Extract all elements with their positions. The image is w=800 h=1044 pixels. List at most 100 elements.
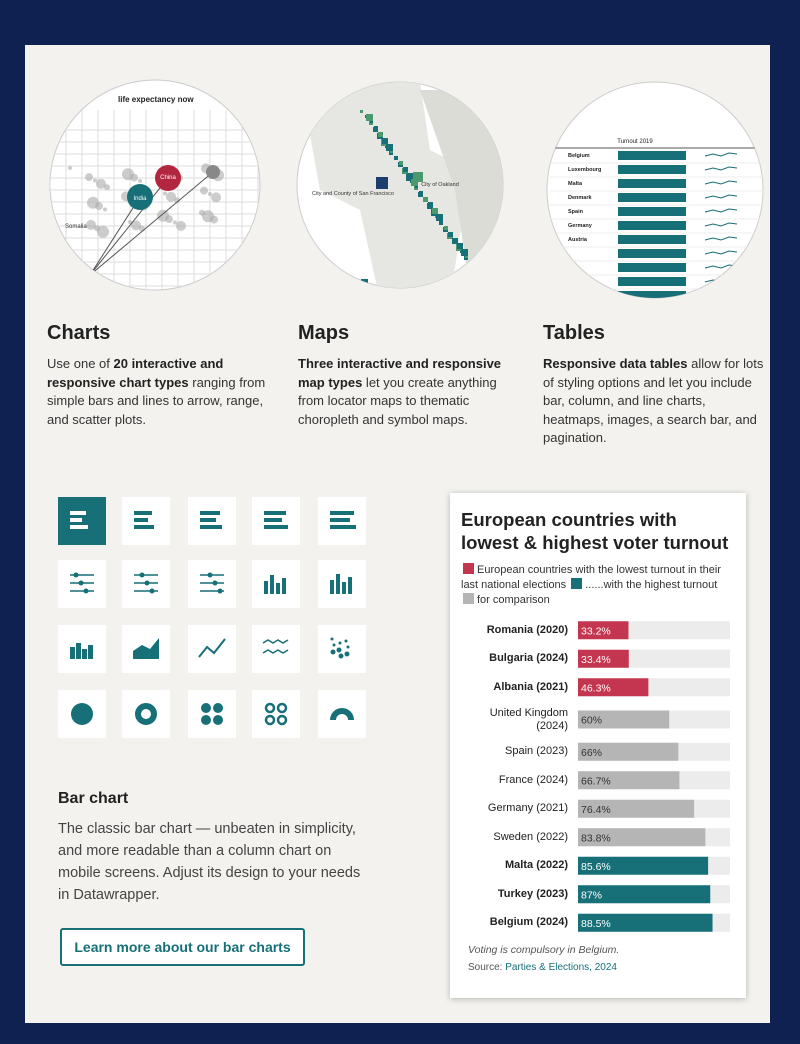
legend-label: European countries with the lowest turno… xyxy=(461,564,721,591)
chart-type-icon[interactable] xyxy=(188,625,236,673)
thumb-label: Turnout 2019 xyxy=(617,139,653,145)
category-label: Bulgaria (2024) xyxy=(489,652,568,665)
thumb-bubble xyxy=(127,184,153,210)
chart-note: Voting is compulsory in Belgium. xyxy=(468,944,620,956)
legend-label: ......with the highest turnout xyxy=(585,579,718,591)
chart-type-icon[interactable] xyxy=(318,690,366,738)
thumb-label: Malta xyxy=(568,181,583,187)
thumb-symbol xyxy=(378,132,383,137)
source-link[interactable]: Parties & Elections, 2024 xyxy=(505,962,617,973)
icon-box xyxy=(252,625,300,673)
icon-shape xyxy=(213,703,223,713)
thumb-bubble xyxy=(173,220,177,225)
icon-shape xyxy=(332,643,336,647)
icon-shape xyxy=(82,649,87,654)
thumb-label: Austria xyxy=(568,237,588,243)
chart-type-icon[interactable] xyxy=(122,560,170,608)
thumb-symbol xyxy=(403,167,408,172)
thumb-line xyxy=(704,208,738,213)
learn-more-button[interactable]: Learn more about our bar charts xyxy=(60,928,305,966)
thumb-symbol xyxy=(428,202,433,207)
icon-shape xyxy=(135,703,157,725)
chart-type-icon[interactable] xyxy=(318,497,366,545)
chart-type-icon[interactable] xyxy=(188,560,236,608)
chart-type-icon[interactable] xyxy=(58,690,106,738)
chart-type-icon[interactable] xyxy=(58,560,106,608)
text-part: allow for lots of styling options and le… xyxy=(543,356,764,445)
chart-type-icon[interactable] xyxy=(58,625,106,673)
icon-shape xyxy=(213,715,223,725)
chart-type-icon[interactable] xyxy=(122,690,170,738)
icon-shape xyxy=(70,525,88,529)
icon-shape xyxy=(198,638,226,658)
thumb-symbol xyxy=(419,191,423,195)
category-label: Romania (2020) xyxy=(486,623,568,636)
icon-shape xyxy=(282,578,286,594)
feature-text: Use one of 20 interactive and responsive… xyxy=(47,355,272,429)
thumb-line xyxy=(704,250,738,255)
icon-box xyxy=(188,560,236,608)
icon-shape xyxy=(330,511,354,515)
thumb-symbol xyxy=(461,249,468,256)
icon-shape xyxy=(336,574,340,594)
thumb-bubble xyxy=(85,173,93,182)
icon-shape xyxy=(276,511,282,515)
icon-shape xyxy=(264,714,276,726)
icon-shape xyxy=(212,580,218,586)
icon-box xyxy=(188,690,236,738)
bar xyxy=(578,828,706,847)
icon-shape xyxy=(82,654,87,659)
thumb-land xyxy=(420,90,503,288)
icon-shape xyxy=(276,702,288,714)
icon-shape xyxy=(83,588,89,594)
legend-swatch xyxy=(571,578,583,589)
thumb-bubble xyxy=(138,179,142,183)
icon-shape xyxy=(134,525,154,529)
thumb-symbol xyxy=(440,220,443,223)
legend-swatch xyxy=(463,593,474,604)
thumb-bubble xyxy=(97,225,109,238)
bar xyxy=(578,678,649,697)
thumb-bubble xyxy=(103,207,107,212)
icon-shape xyxy=(330,580,334,594)
thumb-line xyxy=(704,264,738,269)
icon-shape xyxy=(200,511,220,515)
chart-type-icon[interactable] xyxy=(188,497,236,545)
thumb-bar xyxy=(618,193,686,202)
thumb-bar xyxy=(618,249,686,258)
chart-type-icon[interactable] xyxy=(188,690,236,738)
chart-type-icon[interactable] xyxy=(252,690,300,738)
icon-box xyxy=(188,625,236,673)
chart-type-icon[interactable] xyxy=(252,625,300,673)
thumb-symbol xyxy=(452,238,458,244)
chart-type-icon[interactable] xyxy=(252,497,300,545)
chart-type-icon[interactable] xyxy=(122,497,170,545)
thumb-bar xyxy=(618,151,686,160)
category-label: France (2024) xyxy=(498,773,568,786)
chart-type-icon[interactable] xyxy=(58,497,106,545)
value-label: 60% xyxy=(581,715,602,727)
chart-type-icon[interactable] xyxy=(122,625,170,673)
icon-shape xyxy=(270,575,274,594)
icon-shape xyxy=(217,588,223,594)
section-text: The classic bar chart — unbeaten in simp… xyxy=(58,821,361,903)
chart-source: Source: Parties & Elections, 2024 xyxy=(468,962,617,973)
chart-type-icon[interactable] xyxy=(318,560,366,608)
value-label: 87% xyxy=(581,889,602,901)
chart-type-icon[interactable] xyxy=(252,560,300,608)
category-label: Sweden (2022) xyxy=(493,830,568,843)
icon-shape xyxy=(336,647,342,653)
chart-type-icon[interactable] xyxy=(318,625,366,673)
thumb-bar xyxy=(618,277,686,286)
value-label: 66.7% xyxy=(581,775,611,787)
icon-shape xyxy=(201,715,211,725)
thumb-symbol xyxy=(382,138,388,144)
thumb-line xyxy=(704,152,738,157)
thumb-symbol xyxy=(457,243,463,249)
thumb-bubble xyxy=(122,168,134,181)
bar xyxy=(578,742,679,761)
thumb-arrow xyxy=(89,177,169,276)
icon-shape xyxy=(88,645,93,652)
thumb-label: Somalia xyxy=(65,224,87,230)
